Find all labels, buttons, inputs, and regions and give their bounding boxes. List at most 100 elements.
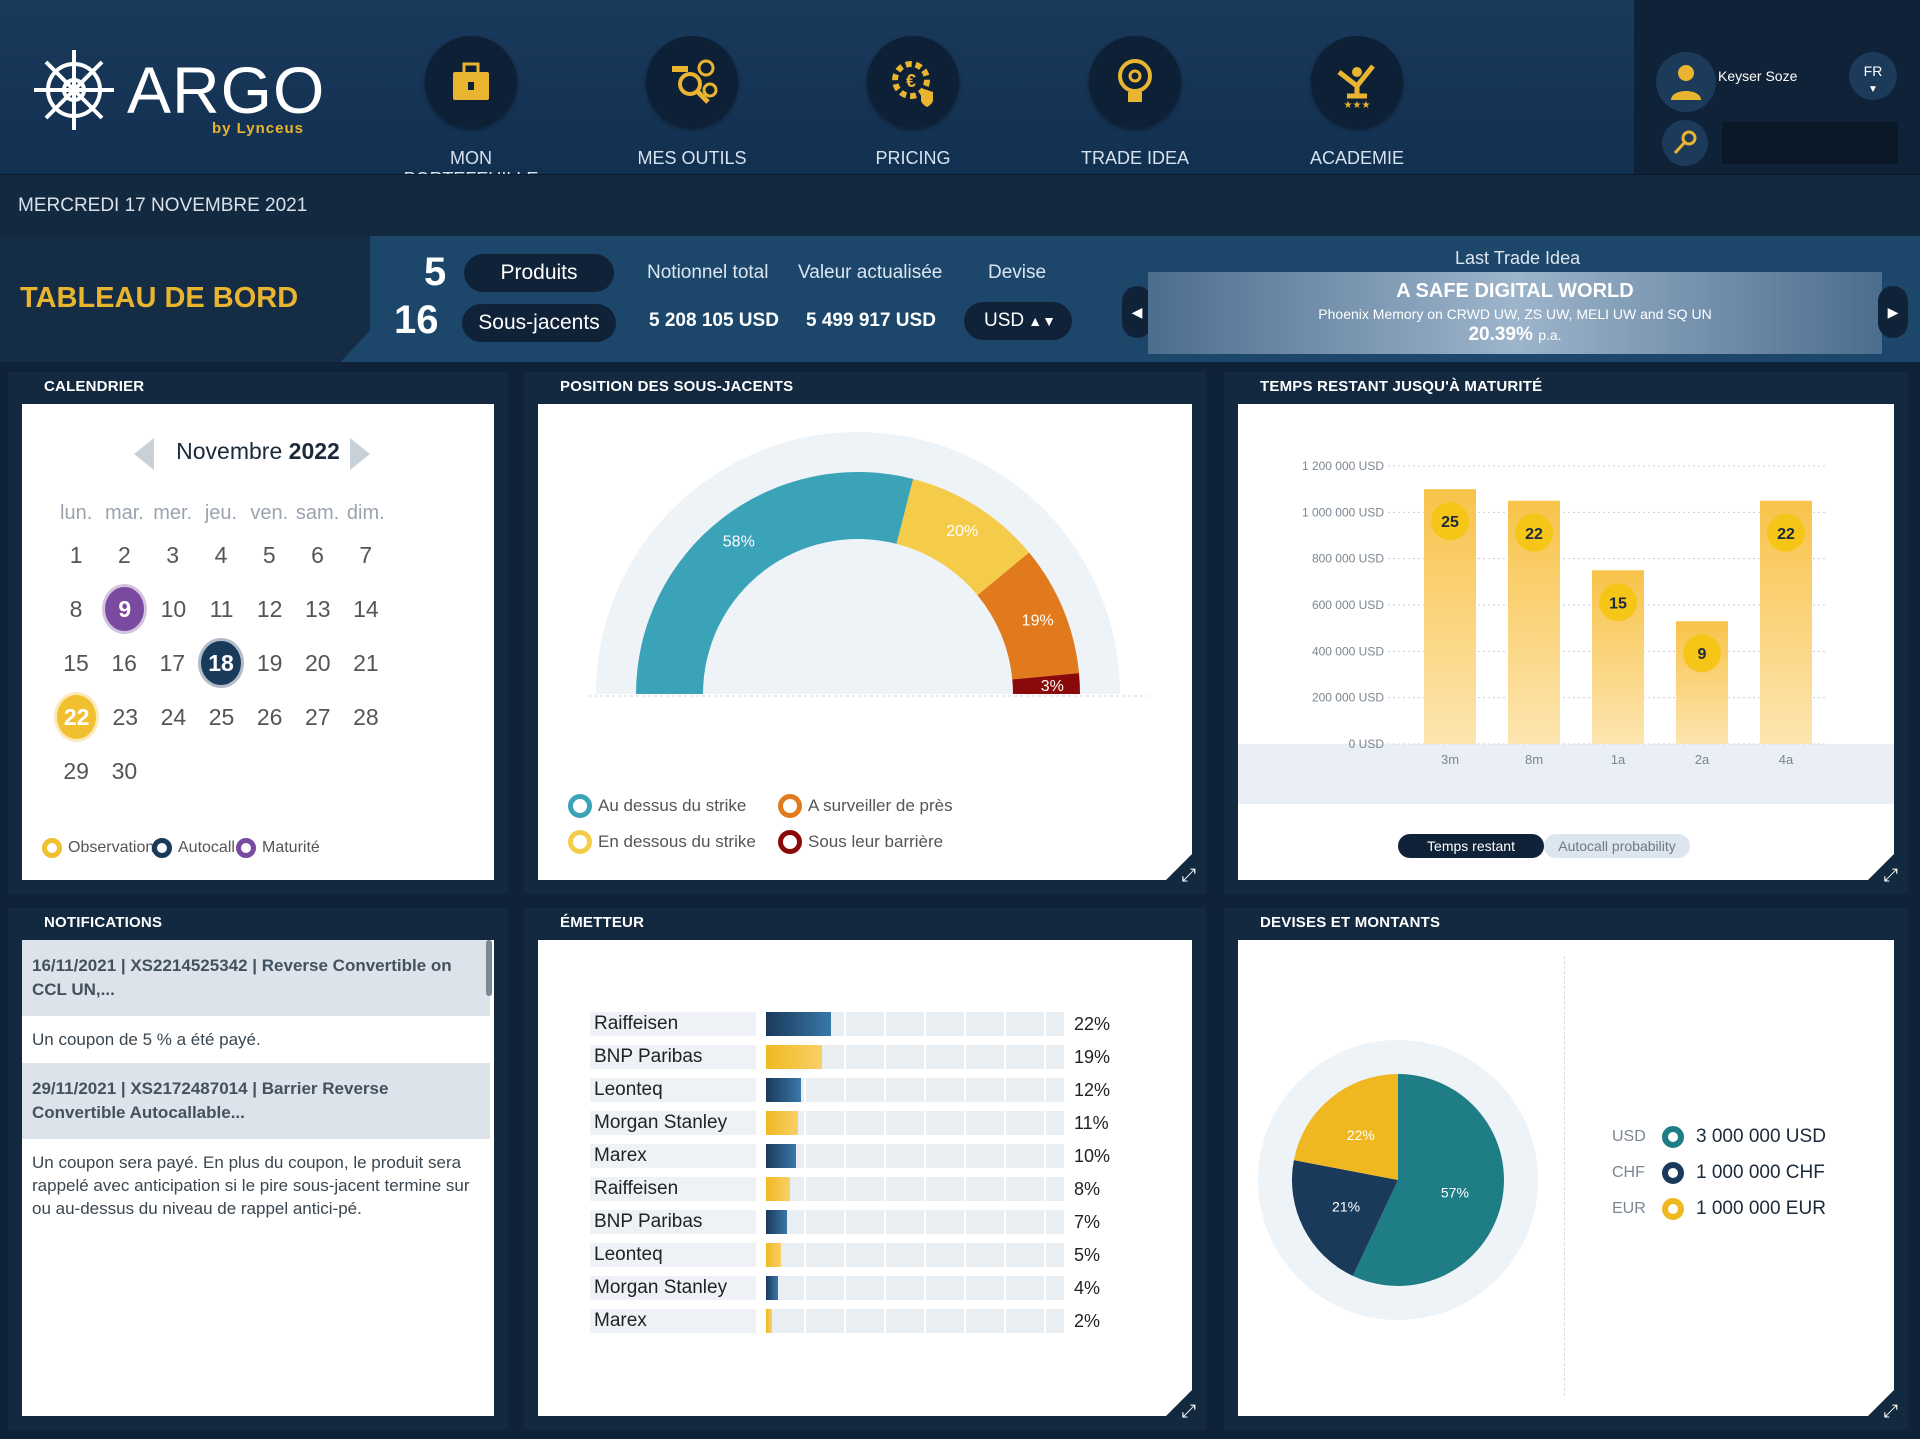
products-button[interactable]: Produits xyxy=(464,254,614,292)
notification-text: Un coupon sera payé. En plus du coupon, … xyxy=(32,1153,470,1218)
weekday-label: mer. xyxy=(153,501,193,524)
carousel-prev-button[interactable]: ◀ xyxy=(1122,286,1152,338)
user-avatar[interactable] xyxy=(1656,52,1716,112)
legend-ring-icon xyxy=(568,830,592,854)
pie-slice xyxy=(1352,1074,1504,1286)
bar-value-label: 19% xyxy=(1074,1047,1111,1067)
calendar-day[interactable]: 17 xyxy=(159,649,186,676)
gauge-segment-2 xyxy=(896,478,1030,596)
products-count: 5 xyxy=(424,250,447,294)
currency-amount: 3 000 000 USD xyxy=(1696,1126,1826,1147)
bar xyxy=(766,1045,823,1069)
panel-title: CALENDRIER xyxy=(44,378,145,395)
calendar-day[interactable]: 19 xyxy=(256,649,283,676)
legend-ring-icon xyxy=(778,830,802,854)
calendar-day[interactable]: 29 xyxy=(63,757,89,784)
calendar-day[interactable]: 4 xyxy=(214,541,228,568)
calendar-grid: lun. mar. mer. jeu. ven. sam. dim. 1 2 3 4 5 6 7 8 9 10 1… xyxy=(52,498,390,798)
legend-ring-icon xyxy=(778,794,802,818)
bar-value-label: 2% xyxy=(1074,1311,1101,1331)
tab-temps-restant[interactable]: Temps restant xyxy=(1398,834,1544,858)
calendar-day[interactable]: 21 xyxy=(353,649,379,676)
x-tick-label: 1a xyxy=(1611,752,1626,767)
bar-value-label: 10% xyxy=(1074,1146,1111,1166)
bar-badge xyxy=(1683,634,1721,673)
emetteur-body: Raiffeisen 22% BNP Paribas 19% Leonteq 12% Mor… xyxy=(538,940,1192,1416)
argo-logo[interactable]: ARGO by Lynceus xyxy=(22,40,342,150)
lightbulb-icon xyxy=(1118,59,1152,102)
search-input[interactable] xyxy=(1722,122,1898,164)
tab-autocall-probability[interactable]: Autocall probability xyxy=(1544,834,1690,858)
calendar-day[interactable]: 22 xyxy=(57,695,97,739)
bar-track xyxy=(766,1309,1064,1333)
key-icon xyxy=(1673,130,1697,155)
portfolio-icon xyxy=(453,62,489,100)
pie-label: 57% xyxy=(1441,1185,1469,1201)
calendar-day[interactable]: 23 xyxy=(112,703,139,730)
emetteur-panel: ÉMETTEUR Raiffeisen 22% BNP Paribas 19% Leon… xyxy=(524,908,1206,1430)
calendar-week: 1 2 3 4 5 6 7 xyxy=(52,528,390,582)
calendar-day[interactable]: 10 xyxy=(160,595,187,622)
nav-mes-outils[interactable]: MES OUTILS xyxy=(612,36,772,168)
notifications-body: 16/11/2021 | XS2214525342 | Reverse Conv… xyxy=(22,940,494,1416)
notification-header[interactable]: 16/11/2021 | XS2214525342 | Reverse Conv… xyxy=(22,940,490,1016)
calendar-day[interactable]: 24 xyxy=(160,703,187,730)
calendar-day[interactable]: 13 xyxy=(304,595,331,622)
bar xyxy=(766,1276,778,1300)
legend-ring-icon xyxy=(236,838,256,858)
calendar-day[interactable]: 30 xyxy=(111,757,138,784)
calendar-day[interactable]: 2 xyxy=(118,541,131,568)
calendar-day[interactable]: 18 xyxy=(201,641,241,685)
calendar-day[interactable]: 6 xyxy=(311,541,324,568)
nav-label: MES OUTILS xyxy=(637,148,747,168)
user-name[interactable]: Keyser Soze xyxy=(1718,68,1798,84)
calendar-day[interactable]: 8 xyxy=(69,595,83,622)
nav-label: TRADE IDEA xyxy=(1080,148,1190,168)
nav-pricing[interactable]: € PRICING xyxy=(833,36,993,168)
user-icon xyxy=(1671,65,1701,100)
last-trade-banner[interactable]: A SAFE DIGITAL WORLD Phoenix Memory on C… xyxy=(1148,272,1882,354)
chevron-down-icon: ▼ xyxy=(1868,84,1878,95)
emetteur-row: BNP Paribas 7% xyxy=(590,1210,1100,1234)
legend-label: Au dessus du strike xyxy=(598,796,747,815)
tools-icon xyxy=(672,59,718,104)
underlyings-button[interactable]: Sous-jacents xyxy=(462,304,616,342)
calendar-day[interactable]: 27 xyxy=(304,703,331,730)
calendar-day[interactable]: 16 xyxy=(111,649,137,676)
currency-select[interactable]: USD ▲▼ xyxy=(964,302,1072,340)
calendar-day[interactable]: 12 xyxy=(256,595,283,622)
y-tick-label: 1 000 000 USD xyxy=(1302,505,1384,519)
y-tick-label: 0 USD xyxy=(1349,737,1385,751)
emetteur-name: Marex xyxy=(590,1144,756,1168)
app-name: ARGO xyxy=(127,53,326,127)
calendar-day[interactable]: 9 xyxy=(105,587,145,631)
language-selector[interactable]: FR ▼ xyxy=(1849,52,1897,100)
legend-item: En dessous du strike xyxy=(568,830,756,854)
calendar-day[interactable]: 1 xyxy=(69,541,83,568)
bar-badge xyxy=(1515,513,1553,552)
calendar-day[interactable]: 11 xyxy=(209,595,234,622)
calendar-day[interactable]: 14 xyxy=(353,595,379,622)
carousel-next-button[interactable]: ▶ xyxy=(1878,286,1908,338)
nav-trade-idea[interactable]: TRADE IDEA xyxy=(1055,36,1215,168)
scrollbar[interactable] xyxy=(486,940,492,996)
currency-label: Devise xyxy=(988,262,1047,283)
legend-ring-icon xyxy=(152,838,172,858)
calendar-day[interactable]: 15 xyxy=(63,649,89,676)
bar-track xyxy=(766,1276,1064,1300)
nav-mon-portefeuille[interactable]: MON PORTEFEUILLE xyxy=(391,36,551,189)
user-box: Keyser Soze FR ▼ xyxy=(1634,0,1920,174)
calendar-day[interactable]: 25 xyxy=(208,703,235,730)
calendar-day[interactable]: 7 xyxy=(359,541,373,568)
calendar-day[interactable]: 28 xyxy=(353,703,379,730)
calendar-day[interactable]: 20 xyxy=(304,649,331,676)
calendar-day[interactable]: 3 xyxy=(166,541,180,568)
x-tick-label: 4a xyxy=(1779,752,1794,767)
notification-header[interactable]: 29/11/2021 | XS2172487014 | Barrier Reve… xyxy=(22,1063,490,1139)
key-button[interactable] xyxy=(1662,120,1708,166)
calendar-day[interactable]: 26 xyxy=(256,703,283,730)
calendar-month: Novembre 2022 xyxy=(22,438,494,465)
calendar-day[interactable]: 5 xyxy=(262,541,276,568)
nav-academie[interactable]: ★★★ ACADEMIE xyxy=(1277,36,1437,168)
nav-label: ACADEMIE xyxy=(1309,148,1405,168)
